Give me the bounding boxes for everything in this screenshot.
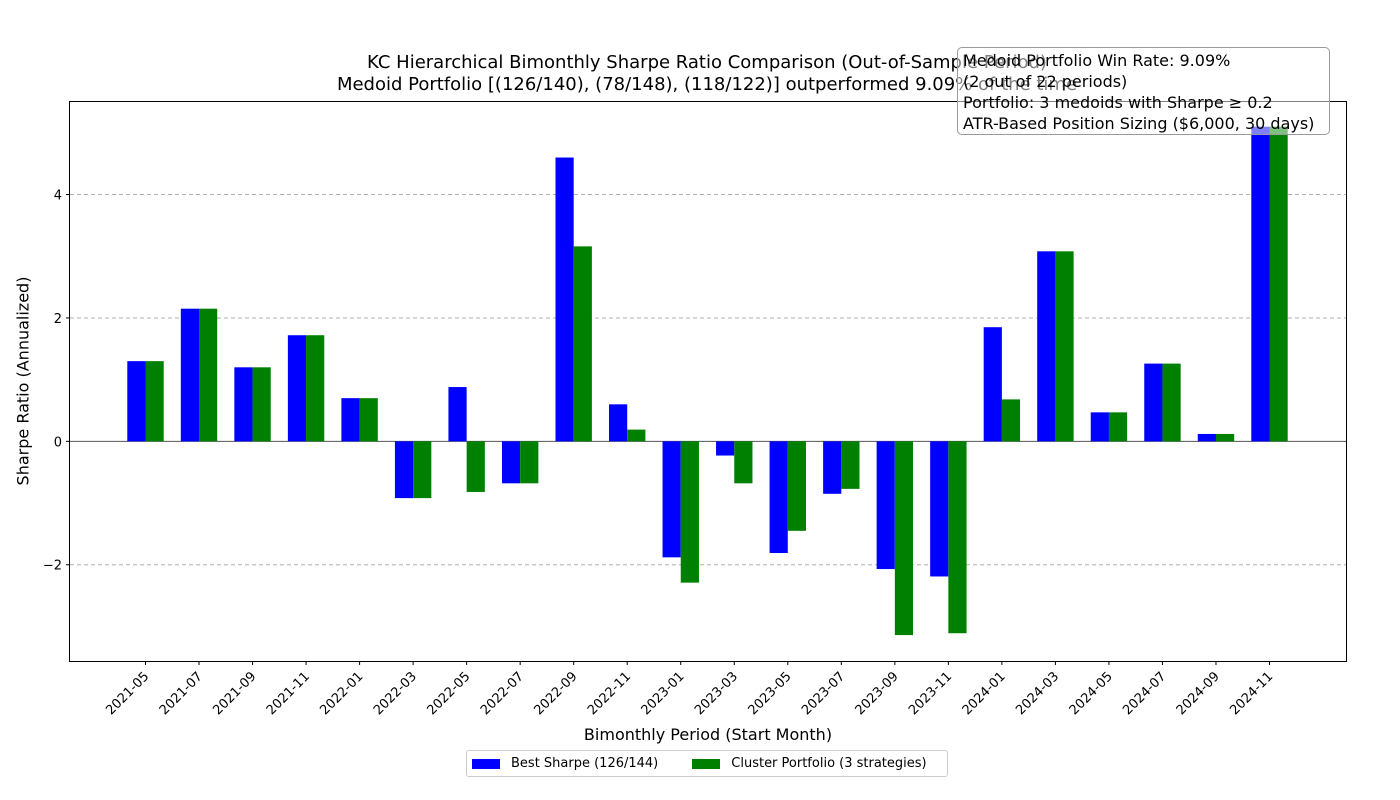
x-tick-label: 2024-09	[1174, 669, 1223, 718]
legend: Best Sharpe (126/144) Cluster Portfolio …	[466, 750, 948, 777]
legend-swatch-green	[692, 758, 721, 769]
bar-cluster-portfolio	[573, 246, 592, 442]
plot-frame	[69, 101, 1347, 662]
y-tick-label: 2	[54, 312, 62, 327]
x-tick-label: 2021-09	[210, 669, 259, 718]
annotation-line-3: Portfolio: 3 medoids with Sharpe ≥ 0.2	[963, 93, 1273, 112]
x-tick-label: 2022-11	[585, 669, 634, 718]
bar-cluster-portfolio	[520, 441, 539, 484]
bar-best-sharpe	[930, 441, 949, 577]
x-tick-label: 2022-01	[317, 669, 366, 718]
bar-best-sharpe	[769, 441, 788, 554]
bar-best-sharpe	[555, 157, 574, 442]
x-tick-label: 2023-11	[906, 669, 955, 718]
x-tick-label: 2021-07	[157, 669, 206, 718]
annotation-box: Medoid Portfolio Win Rate: 9.09% (2 out …	[957, 47, 1330, 135]
bar-cluster-portfolio	[894, 441, 914, 636]
bar-best-sharpe	[662, 441, 681, 558]
bar-best-sharpe	[501, 441, 521, 484]
bar-best-sharpe	[1037, 251, 1056, 442]
bar-cluster-portfolio	[199, 308, 218, 442]
annotation-line-1: Medoid Portfolio Win Rate: 9.09%	[963, 51, 1231, 70]
x-tick-label: 2022-03	[371, 669, 420, 718]
x-tick-label: 2024-11	[1227, 669, 1276, 718]
x-ticks: 2021-05 2021-07 2021-09 2021-11 2022-01 2022-…	[103, 661, 1276, 718]
bar-cluster-portfolio	[734, 441, 753, 484]
bar-best-sharpe	[1144, 363, 1163, 442]
bar-best-sharpe	[876, 441, 895, 570]
bar-cluster-portfolio	[841, 441, 860, 489]
x-tick-label: 2024-01	[960, 669, 1009, 718]
bar-cluster-portfolio	[948, 441, 967, 634]
bar-best-sharpe	[609, 404, 628, 442]
x-tick-label: 2023-05	[746, 669, 795, 718]
x-tick-label: 2021-05	[103, 669, 152, 718]
bar-best-sharpe	[983, 327, 1002, 442]
bar-cluster-portfolio	[252, 367, 271, 442]
legend-item-best-sharpe: Best Sharpe (126/144)	[467, 756, 658, 771]
bar-cluster-portfolio	[413, 441, 432, 499]
bar-best-sharpe	[1090, 412, 1109, 442]
bar-cluster-portfolio	[1055, 251, 1074, 442]
x-tick-label: 2024-03	[1013, 669, 1062, 718]
bar-best-sharpe	[234, 367, 253, 442]
bar-best-sharpe	[287, 335, 307, 442]
x-tick-label: 2023-03	[692, 669, 741, 718]
x-axis-label: Bimonthly Period (Start Month)	[583, 725, 833, 744]
bar-best-sharpe	[823, 441, 842, 494]
x-tick-label: 2021-11	[264, 669, 313, 718]
x-tick-label: 2023-07	[799, 669, 848, 718]
chart-title-line-1: KC Hierarchical Bimonthly Sharpe Ratio C…	[367, 52, 1047, 73]
bar-best-sharpe	[127, 361, 146, 442]
bar-best-sharpe	[448, 387, 467, 442]
bar-cluster-portfolio	[466, 441, 485, 492]
chart-title-line-2: Medoid Portfolio [(126/140), (78/148), (…	[336, 74, 1078, 95]
legend-label-best-sharpe: Best Sharpe (126/144)	[511, 756, 659, 771]
annotation-line-4: ATR-Based Position Sizing ($6,000, 30 da…	[963, 114, 1315, 133]
legend-label-cluster-portfolio: Cluster Portfolio (3 strategies)	[731, 756, 927, 771]
bar-cluster-portfolio	[1108, 412, 1128, 442]
bar-cluster-portfolio	[1001, 399, 1021, 442]
y-tick-label: −2	[43, 559, 62, 574]
bar-best-sharpe	[180, 308, 200, 442]
legend-item-cluster-portfolio: Cluster Portfolio (3 strategies)	[687, 756, 927, 771]
bar-best-sharpe	[716, 441, 735, 456]
grid-lines	[70, 194, 1346, 566]
legend-swatch-blue	[472, 758, 500, 769]
annotation-line-2: (2 out of 22 periods)	[963, 72, 1128, 91]
bars	[127, 126, 1288, 636]
x-tick-label: 2023-09	[853, 669, 902, 718]
x-tick-label: 2024-05	[1067, 669, 1116, 718]
bar-cluster-portfolio	[359, 398, 378, 442]
x-tick-label: 2022-07	[478, 669, 527, 718]
x-tick-label: 2022-09	[531, 669, 580, 718]
bar-cluster-portfolio	[306, 335, 325, 442]
bar-best-sharpe	[341, 398, 360, 442]
bar-cluster-portfolio	[787, 441, 806, 531]
y-tick-label: 4	[54, 189, 62, 204]
bar-best-sharpe	[1197, 433, 1216, 442]
y-ticks: −2 0 2 4	[43, 189, 70, 574]
x-tick-label: 2024-07	[1120, 669, 1169, 718]
bar-cluster-portfolio	[1269, 126, 1288, 442]
bar-cluster-portfolio	[145, 361, 164, 442]
bar-cluster-portfolio	[1162, 363, 1181, 442]
bar-best-sharpe	[394, 441, 414, 499]
bar-cluster-portfolio	[627, 429, 646, 442]
x-tick-label: 2022-05	[424, 669, 473, 718]
y-tick-label: 0	[54, 435, 62, 450]
x-tick-label: 2023-01	[639, 669, 688, 718]
bar-cluster-portfolio	[680, 441, 699, 583]
y-axis-label: Sharpe Ratio (Annualized)	[13, 276, 33, 486]
bar-best-sharpe	[1251, 126, 1270, 442]
bar-cluster-portfolio	[1215, 433, 1235, 442]
